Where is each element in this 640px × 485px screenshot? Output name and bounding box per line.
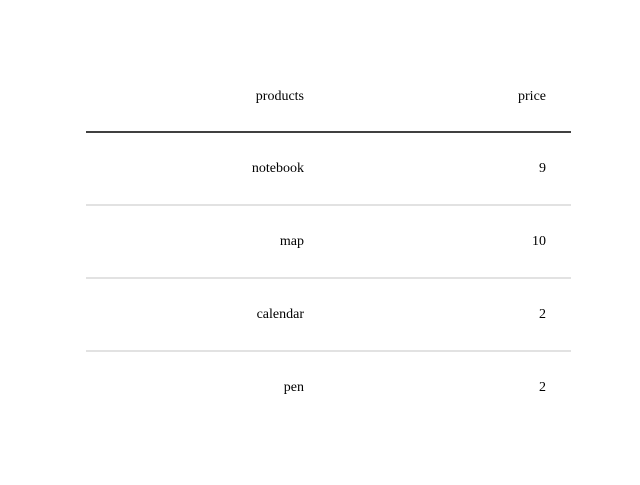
table-cell-price: 2 (539, 307, 546, 322)
table-cell-price: 10 (532, 234, 546, 249)
table-cell-products: calendar (257, 307, 305, 322)
table-cell-price: 2 (539, 380, 546, 395)
table-cell-price: 9 (539, 161, 546, 176)
table-cell-products: map (280, 234, 304, 249)
table-cell-products: pen (284, 380, 304, 395)
header-cell-price: price (518, 89, 546, 104)
table-cell-products: notebook (252, 161, 304, 176)
header-cell-products: products (256, 89, 304, 104)
